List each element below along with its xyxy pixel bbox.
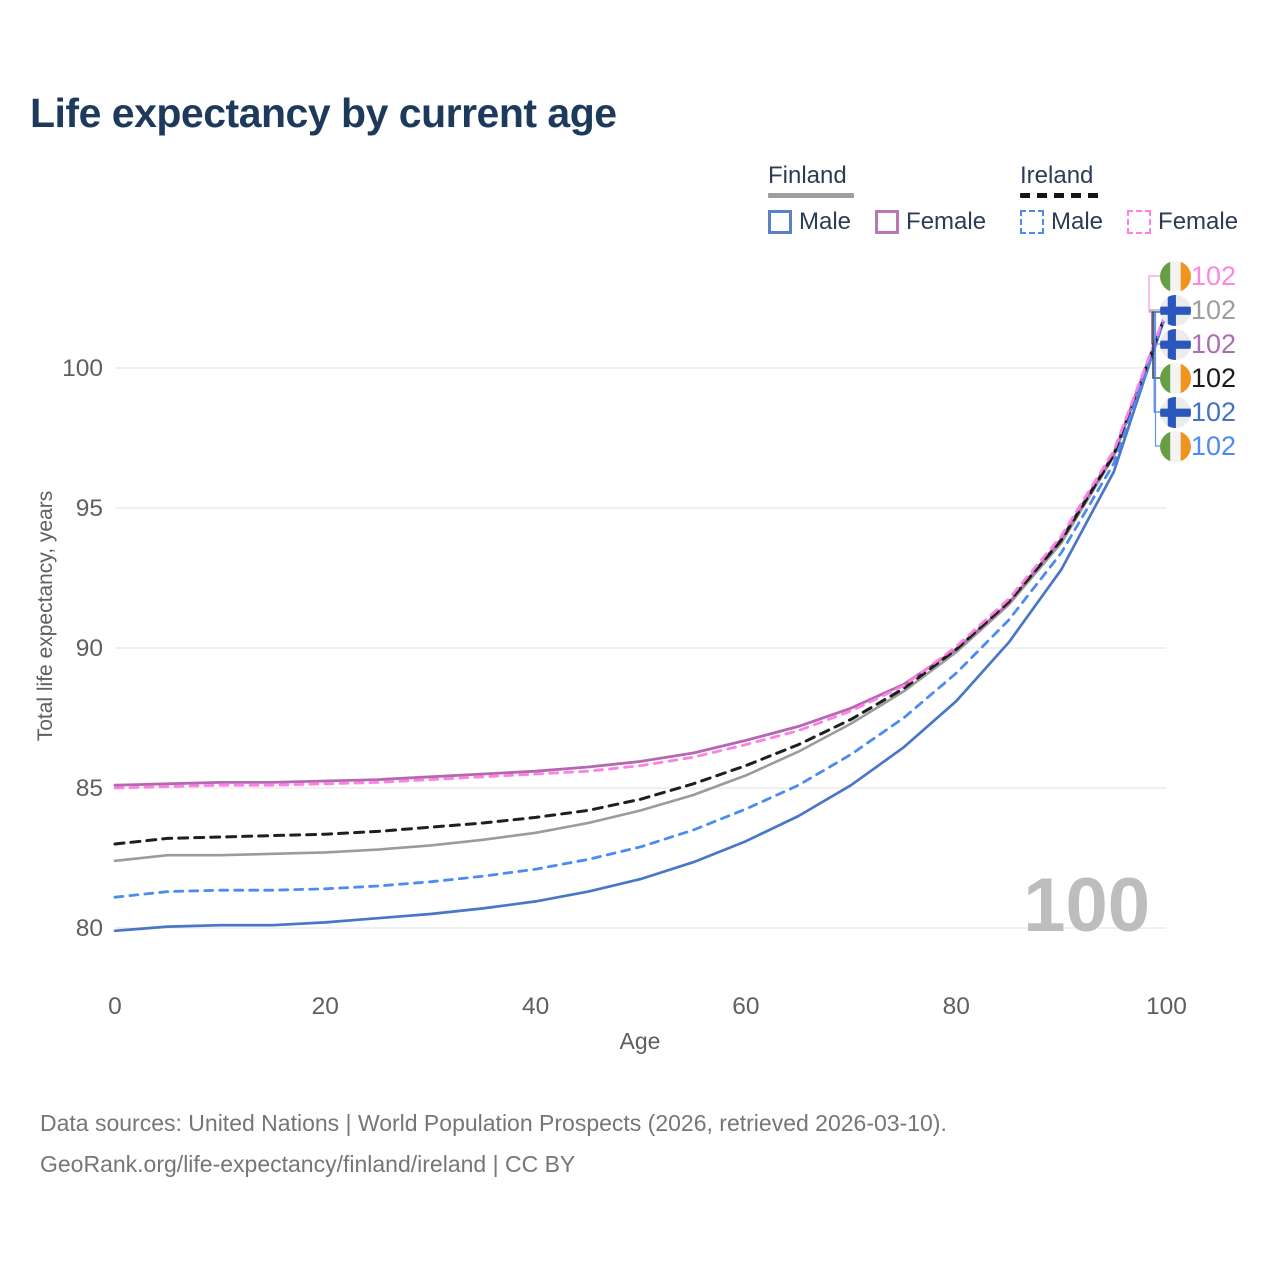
end-label-ireland-female: 102 <box>1160 259 1236 293</box>
ireland-flag-icon <box>1160 260 1191 292</box>
series-line-ireland-male[interactable] <box>113 311 1168 899</box>
x-axis-title: Age <box>619 1028 661 1054</box>
finland-male-swatch <box>768 210 792 234</box>
end-value: 102 <box>1191 260 1237 291</box>
legend-item-finland-female[interactable]: Female <box>875 208 986 236</box>
end-value: 102 <box>1191 396 1237 427</box>
page-title: Life expectancy by current age <box>30 90 617 136</box>
y-tick-100: 100 <box>62 355 103 382</box>
end-label-finland-total: 102 <box>1160 293 1236 327</box>
legend-country-ireland: Ireland <box>1020 162 1094 189</box>
attribution-note: GeoRank.org/life-expectancy/finland/irel… <box>40 1151 576 1177</box>
series-line-finland-female[interactable] <box>113 310 1168 787</box>
end-label-ireland-total: 102 <box>1160 361 1236 395</box>
series-end-labels: 102 102 102 102 <box>1160 259 1236 463</box>
end-label-finland-female: 102 <box>1160 327 1236 361</box>
legend-item-ireland-male[interactable]: Male <box>1020 208 1103 236</box>
x-tick-40: 40 <box>522 993 549 1020</box>
finland-flag-icon <box>1160 396 1191 428</box>
ireland-female-swatch <box>1127 210 1152 234</box>
end-value: 102 <box>1191 430 1237 461</box>
series-line-finland-male[interactable] <box>113 310 1168 933</box>
x-tick-20: 20 <box>312 993 339 1020</box>
finland-line-sample <box>768 193 854 198</box>
ireland-flag-icon <box>1160 362 1191 394</box>
series-line-ireland-total[interactable] <box>113 310 1168 846</box>
series-line-finland-total[interactable] <box>113 312 1168 863</box>
ireland-flag-icon <box>1160 430 1191 462</box>
x-tick-60: 60 <box>732 993 759 1020</box>
ireland-male-swatch <box>1020 210 1044 234</box>
finland-flag-icon <box>1160 294 1191 326</box>
end-value: 102 <box>1191 328 1237 359</box>
legend-group-ireland: Ireland Male Female <box>1020 162 1262 236</box>
finland-flag-icon <box>1160 328 1191 360</box>
legend-label: Male <box>799 208 852 235</box>
y-tick-95: 95 <box>76 495 103 522</box>
legend-label: Male <box>1051 208 1104 235</box>
end-label-finland-male: 102 <box>1160 395 1236 429</box>
data-sources-note: Data sources: United Nations | World Pop… <box>40 1110 947 1136</box>
legend-country-finland: Finland <box>768 162 847 189</box>
ireland-line-sample <box>1020 193 1104 198</box>
end-value: 102 <box>1191 294 1237 325</box>
legend-label: Female <box>906 208 987 235</box>
legend-group-finland: Finland Male Female <box>768 162 1010 236</box>
x-tick-0: 0 <box>108 993 122 1020</box>
finland-female-swatch <box>875 210 900 234</box>
y-tick-90: 90 <box>76 635 103 662</box>
age-counter-watermark: 100 <box>1023 863 1150 948</box>
x-tick-100: 100 <box>1146 993 1187 1020</box>
legend-item-ireland-female[interactable]: Female <box>1127 208 1238 236</box>
y-tick-80: 80 <box>76 915 103 942</box>
y-axis-title: Total life expectancy, years <box>34 490 57 742</box>
legend-label: Female <box>1158 208 1239 235</box>
end-label-ireland-male: 102 <box>1160 429 1236 463</box>
x-tick-80: 80 <box>943 993 970 1020</box>
series-line-ireland-female[interactable] <box>113 309 1168 790</box>
end-value: 102 <box>1191 362 1237 393</box>
y-tick-85: 85 <box>76 775 103 802</box>
legend-item-finland-male[interactable]: Male <box>768 208 851 236</box>
